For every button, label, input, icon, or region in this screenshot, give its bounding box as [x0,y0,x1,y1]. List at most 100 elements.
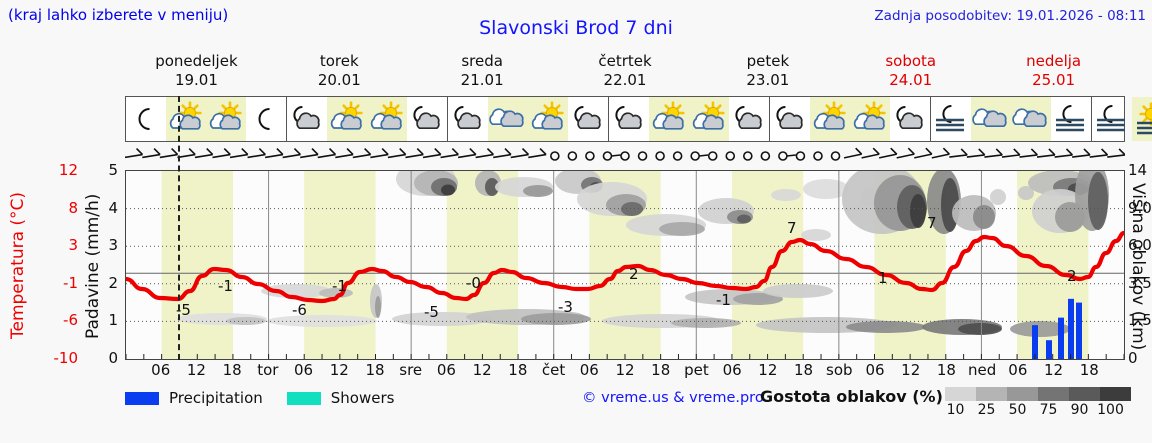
x-tick-label: 18 [651,361,671,379]
sun-cloud-icon [810,97,850,141]
moon-cloud-icon [287,97,327,141]
x-tick-label: 18 [222,361,242,379]
x-tick-label: 12 [472,361,492,379]
day-date: 24.01 [889,71,933,89]
temperature-point-label: 1 [878,269,888,287]
sun-cloud-icon [528,97,568,141]
x-tick-label: 12 [329,361,349,379]
temperature-point-label: 2 [629,265,639,283]
day-name: četrtek [598,52,652,70]
weather-icon-strip [125,96,1152,142]
x-tick-label: čet [541,361,566,379]
day-date: 21.01 [460,71,504,89]
day-header-6: nedelja 25.01 [982,52,1125,92]
meteogram-plot: -5-1-6-1-5-0-32-171728 [125,170,1125,360]
last-update-timestamp: Zadnja posodobitev: 19.01.2026 - 08:11 [874,8,1146,24]
cloud-density-swatch [1007,387,1038,401]
showers-legend-label: Showers [330,389,395,407]
x-tick-label: 18 [936,361,956,379]
sun-cloud-icon [850,97,890,141]
temperature-point-label: -0 [466,274,481,292]
temperature-point-label: 2 [1067,267,1077,285]
cloud-density-swatch [1100,387,1131,401]
x-tick-label: sre [399,361,423,379]
x-tick-label: 06 [1008,361,1028,379]
icon-day-3 [609,97,770,141]
day-header-5: sobota 24.01 [839,52,982,92]
menu-note: (kraj lahko izberete v meniju) [8,6,229,24]
cloud-height-axis-title: Višina oblakov (km) [1128,183,1148,351]
temperature-point-label: -3 [558,298,573,316]
x-tick-label: 18 [794,361,814,379]
x-tick-label: 18 [365,361,385,379]
day-header-4: petek 23.01 [696,52,839,92]
cloud-icon [971,97,1011,141]
cloud-density-swatch [976,387,1007,401]
day-name: torek [319,52,359,70]
cloud-density-swatch [1038,387,1069,401]
moon-cloud-icon [609,97,649,141]
moon-fog-icon [931,97,971,141]
chart-legend: Precipitation Showers [125,386,408,410]
cloud-density-value: 100 [1097,402,1124,418]
temperature-point-label: -1 [332,277,347,295]
day-header-2: sreda 21.01 [411,52,554,92]
x-tick-label: ned [968,361,997,379]
precipitation-tick: 2 [108,273,118,292]
cloud-height-tick: 3.5 [1128,273,1152,292]
page-title: Slavonski Brod 7 dni [479,17,673,39]
moon-icon [126,97,166,141]
temperature-point-label: -1 [218,277,233,295]
temperature-point-label: -6 [292,301,307,319]
precipitation-tick: 3 [108,236,118,255]
x-tick-label: sob [826,361,853,379]
day-name: ponedeljek [155,52,238,70]
temperature-tick: 12 [58,161,78,179]
cloud-height-tick: 0 [1128,349,1138,367]
day-date: 19.01 [174,71,218,89]
x-axis-tick-labels: 06 12 18 tor 06 12 18 sre 06 12 18 čet 06 12 18 pet 06 12… [125,361,1125,383]
precipitation-tick: 1 [108,311,118,330]
cloud-icon [1011,97,1051,141]
precipitation-legend-swatch [125,391,159,405]
moon-cloud-icon [448,97,488,141]
x-tick-label: 18 [1079,361,1099,379]
temperature-tick: -1 [63,273,78,292]
moon-cloud-icon [568,97,608,141]
x-tick-label: pet [684,361,709,379]
cloud-height-tick: 1.5 [1128,311,1152,330]
x-tick-label: 12 [1044,361,1064,379]
temperature-point-label: -5 [424,303,439,321]
day-name: sreda [461,52,503,70]
day-name: nedelja [1026,52,1082,70]
day-headers: ponedeljek 19.01 torek 20.01 sreda 21.01 četrt… [125,52,1125,92]
temperature-point-label: -1 [716,291,731,309]
cloud-height-tick: 6.0 [1128,236,1152,255]
moon-cloud-icon [890,97,930,141]
cloud-density-legend-title: Gostota oblakov (%) [760,387,943,406]
cloud-height-tick: 14 [1128,161,1148,179]
plot-canvas: -5-1-6-1-5-0-32-171728 [126,171,1124,359]
precipitation-tick: 4 [108,198,118,217]
moon-cloud-icon [770,97,810,141]
moon-fog-icon [1051,97,1091,141]
day-date: 25.01 [1032,71,1076,89]
cloud-icon [488,97,528,141]
temperature-axis-ticks: 12 8 3 -1 -6 -10 [0,161,80,367]
icon-day-1 [287,97,448,141]
sun-cloud-icon [649,97,689,141]
copyright-notice[interactable]: © vreme.us & vreme.pro [582,390,764,406]
day-date: 23.01 [746,71,790,89]
x-tick-label: 06 [436,361,456,379]
cloud-density-value: 75 [1039,402,1058,418]
x-tick-label: 06 [865,361,885,379]
temperature-tick: -10 [53,349,79,367]
temperature-point-label: 7 [787,219,797,237]
cloud-density-value: 25 [977,402,996,418]
cloud-density-scale-labels: 10 25 50 75 90 100 [940,402,1126,418]
icon-day-0 [126,97,287,141]
temperature-tick: 3 [68,236,78,255]
day-date: 22.01 [603,71,647,89]
cloud-density-swatch [945,387,976,401]
sun-cloud-icon [166,97,206,141]
